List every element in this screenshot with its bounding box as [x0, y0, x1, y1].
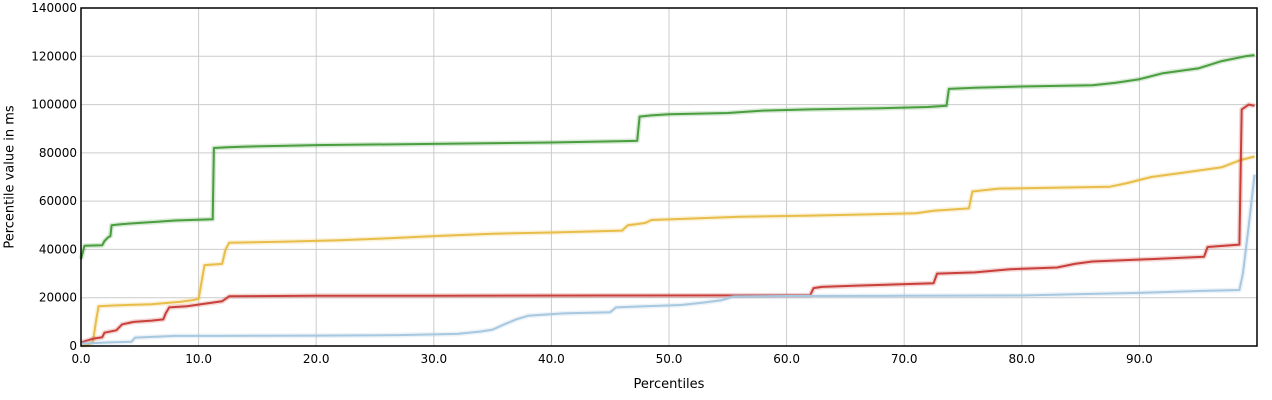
series-line [80, 54, 1255, 260]
y-tick-label: 140000 [31, 1, 77, 15]
y-tick-label: 40000 [39, 242, 77, 256]
series-line [80, 155, 1255, 347]
x-tick-label: 50.0 [656, 352, 683, 366]
x-tick-label: 60.0 [773, 352, 800, 366]
x-axis-ticks: 0.0 10.0 20.0 30.0 40.0 50.0 60.0 70.0 80.0 90.0 [71, 352, 1152, 366]
x-tick-label: 10.0 [185, 352, 212, 366]
x-tick-label: 30.0 [420, 352, 447, 366]
series-line-shadow [80, 154, 1256, 349]
series-line [80, 174, 1256, 345]
x-tick-label: 90.0 [1126, 352, 1153, 366]
series-line-shadow [80, 174, 1258, 347]
y-tick-label: 20000 [39, 291, 77, 305]
y-tick-label: 100000 [31, 98, 77, 112]
y-tick-label: 0 [69, 339, 77, 353]
grid-lines [81, 8, 1257, 346]
x-tick-label: 70.0 [891, 352, 918, 366]
y-axis-ticks: 0 20000 40000 60000 80000 100000 120000 140000 [31, 1, 77, 353]
series-lines [78, 52, 1258, 349]
x-tick-label: 80.0 [1008, 352, 1035, 366]
y-tick-label: 80000 [39, 146, 77, 160]
x-tick-label: 0.0 [71, 352, 90, 366]
y-tick-label: 120000 [31, 49, 77, 63]
series-line [80, 103, 1255, 344]
y-tick-label: 60000 [39, 194, 77, 208]
x-tick-label: 20.0 [303, 352, 330, 366]
x-axis-title: Percentiles [634, 377, 705, 392]
y-axis-title: Percentile value in ms [3, 105, 18, 249]
plot-area-border [80, 7, 1258, 347]
x-tick-label: 40.0 [538, 352, 565, 366]
